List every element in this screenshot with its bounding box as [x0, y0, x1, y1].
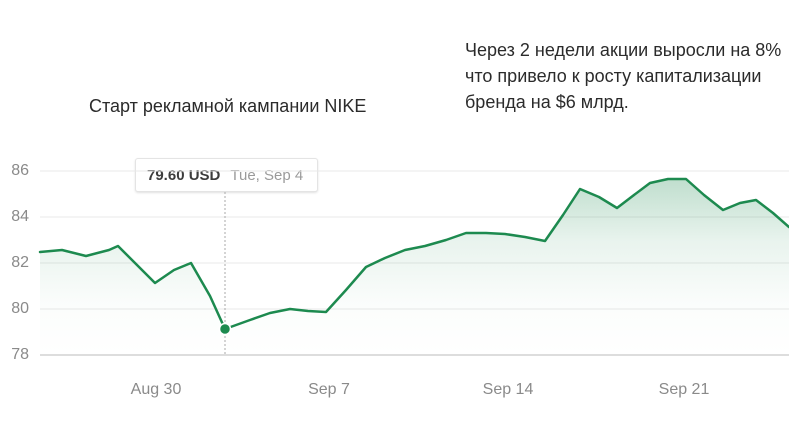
svg-text:Sep 7: Sep 7	[308, 381, 350, 398]
svg-text:80: 80	[11, 300, 29, 317]
svg-text:Aug 30: Aug 30	[131, 381, 182, 398]
svg-text:84: 84	[11, 208, 29, 225]
svg-text:Sep 14: Sep 14	[483, 381, 534, 398]
svg-text:78: 78	[11, 346, 29, 363]
svg-text:Sep 21: Sep 21	[659, 381, 710, 398]
svg-text:82: 82	[11, 254, 29, 271]
svg-text:86: 86	[11, 162, 29, 179]
